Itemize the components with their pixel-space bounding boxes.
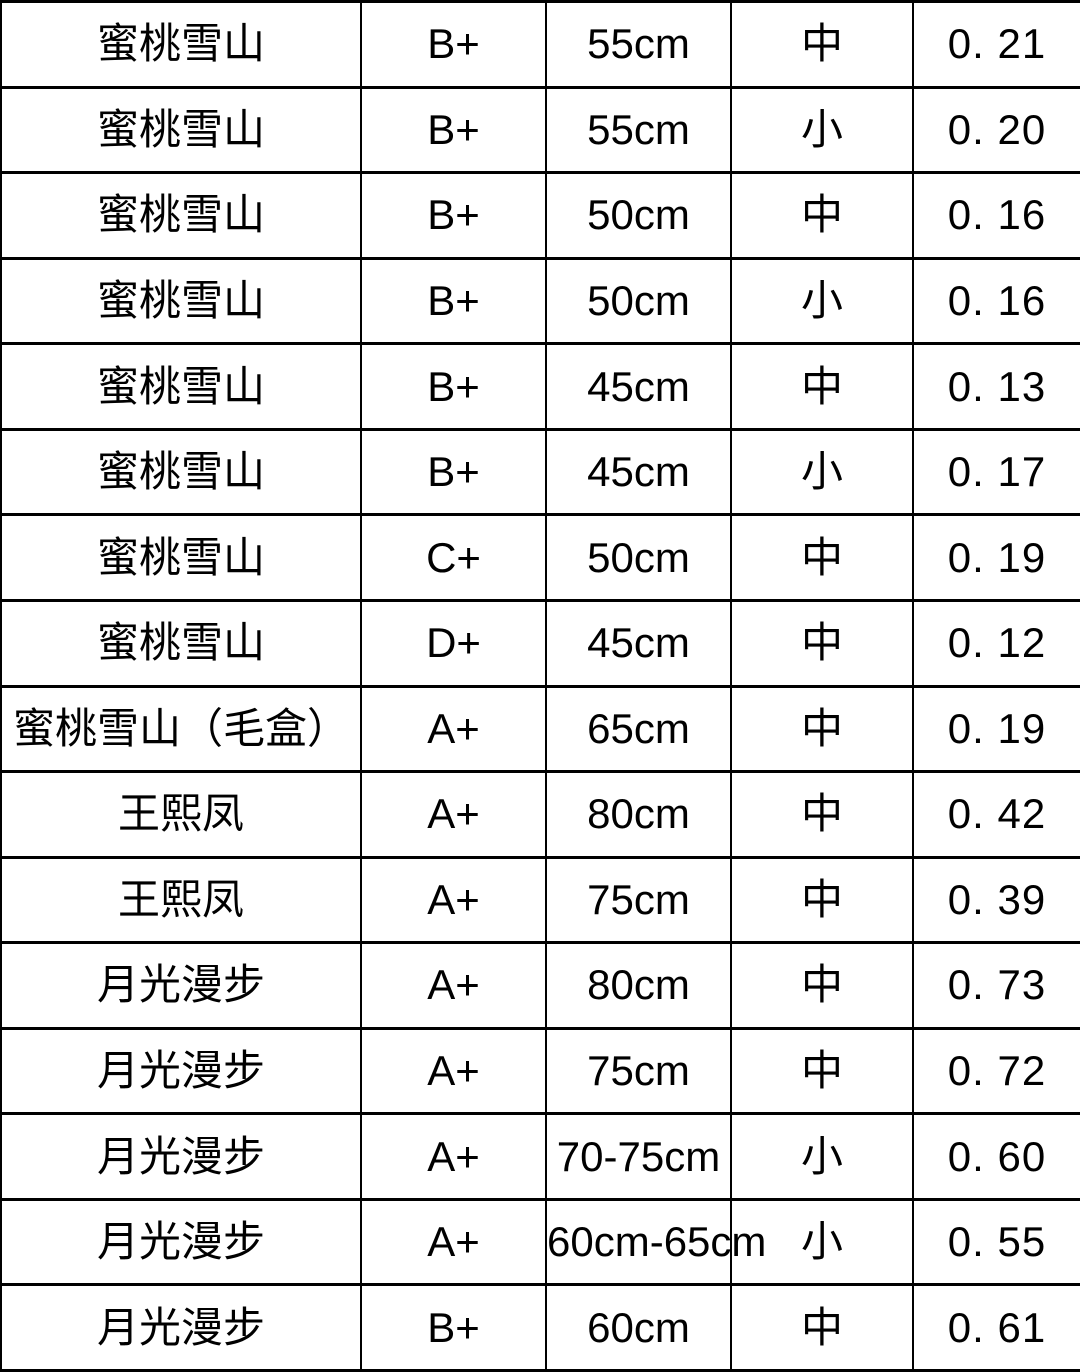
cell-product-name: 王熙凤 [0,855,362,945]
cell-product-name: 蜜桃雪山 [0,0,362,89]
cell-spec-size: 中 [730,855,914,945]
cell-grade: A+ [360,1197,547,1287]
table-row: 蜜桃雪山 B+ 50cm 小 0. 16 [0,256,1080,346]
cell-size: 45cm [545,598,732,688]
table-row: 王熙凤 A+ 80cm 中 0. 42 [0,770,1080,859]
cell-grade: B+ [360,1283,547,1372]
cell-spec-size: 小 [730,85,914,175]
cell-value: 0. 73 [912,941,1080,1030]
cell-size: 50cm [545,171,732,260]
cell-grade: A+ [360,684,547,774]
table-row: 王熙凤 A+ 75cm 中 0. 39 [0,855,1080,945]
cell-value: 0. 42 [912,770,1080,859]
cell-product-name: 王熙凤 [0,770,362,859]
cell-grade: A+ [360,941,547,1030]
cell-product-name: 蜜桃雪山 [0,256,362,346]
cell-value: 0. 60 [912,1112,1080,1201]
cell-product-name: 月光漫步 [0,1112,362,1201]
cell-size: 50cm [545,256,732,346]
cell-spec-size: 小 [730,427,914,517]
cell-grade: B+ [360,256,547,346]
cell-spec-size: 中 [730,598,914,688]
cell-size: 80cm [545,770,732,859]
cell-grade: B+ [360,427,547,517]
cell-product-name: 蜜桃雪山（毛盒） [0,684,362,774]
table-row: 蜜桃雪山 B+ 55cm 中 0. 21 [0,0,1080,89]
cell-spec-size: 中 [730,1283,914,1372]
cell-grade: B+ [360,342,547,431]
cell-spec-size: 中 [730,171,914,260]
cell-value: 0. 55 [912,1197,1080,1287]
cell-value: 0. 39 [912,855,1080,945]
cell-spec-size: 中 [730,1026,914,1116]
cell-size: 75cm [545,855,732,945]
table-row: 月光漫步 A+ 70-75cm 小 0. 60 [0,1112,1080,1201]
cell-size: 80cm [545,941,732,1030]
cell-value: 0. 13 [912,342,1080,431]
cell-size: 45cm [545,427,732,517]
table-row: 蜜桃雪山 D+ 45cm 中 0. 12 [0,598,1080,688]
cell-grade: A+ [360,1112,547,1201]
table-row: 月光漫步 B+ 60cm 中 0. 61 [0,1283,1080,1372]
cell-value: 0. 17 [912,427,1080,517]
cell-product-name: 蜜桃雪山 [0,598,362,688]
cell-grade: B+ [360,85,547,175]
cell-size: 50cm [545,513,732,602]
cell-value: 0. 72 [912,1026,1080,1116]
cell-grade: B+ [360,171,547,260]
cell-grade: A+ [360,770,547,859]
cell-size: 70-75cm [545,1112,732,1201]
cell-grade: B+ [360,0,547,89]
cell-value: 0. 19 [912,684,1080,774]
cell-size: 55cm [545,0,732,89]
cell-size: 60cm [545,1283,732,1372]
table-row: 蜜桃雪山 B+ 45cm 中 0. 13 [0,342,1080,431]
table-row: 蜜桃雪山 B+ 55cm 小 0. 20 [0,85,1080,175]
cell-spec-size: 小 [730,256,914,346]
cell-product-name: 月光漫步 [0,1026,362,1116]
cell-size: 65cm [545,684,732,774]
table-row: 蜜桃雪山 C+ 50cm 中 0. 19 [0,513,1080,602]
cell-spec-size: 小 [730,1112,914,1201]
cell-spec-size: 中 [730,342,914,431]
cell-value: 0. 20 [912,85,1080,175]
cell-spec-size: 中 [730,941,914,1030]
table-row: 月光漫步 A+ 60cm-65cm 小 0. 55 [0,1197,1080,1287]
cell-value: 0. 21 [912,0,1080,89]
cell-value: 0. 16 [912,256,1080,346]
table-row: 蜜桃雪山 B+ 45cm 小 0. 17 [0,427,1080,517]
cell-value: 0. 61 [912,1283,1080,1372]
cell-product-name: 蜜桃雪山 [0,171,362,260]
cell-spec-size: 中 [730,513,914,602]
cell-value: 0. 19 [912,513,1080,602]
table-row: 月光漫步 A+ 75cm 中 0. 72 [0,1026,1080,1116]
cell-grade: C+ [360,513,547,602]
table-row: 蜜桃雪山 B+ 50cm 中 0. 16 [0,171,1080,260]
cell-grade: A+ [360,855,547,945]
cell-spec-size: 中 [730,684,914,774]
cell-spec-size: 小 [730,1197,914,1287]
cell-grade: D+ [360,598,547,688]
cell-spec-size: 中 [730,770,914,859]
cell-size: 75cm [545,1026,732,1116]
cell-product-name: 蜜桃雪山 [0,427,362,517]
cell-spec-size: 中 [730,0,914,89]
cell-product-name: 蜜桃雪山 [0,513,362,602]
cell-size: 55cm [545,85,732,175]
cell-value: 0. 12 [912,598,1080,688]
cell-value: 0. 16 [912,171,1080,260]
table-row: 蜜桃雪山（毛盒） A+ 65cm 中 0. 19 [0,684,1080,774]
table-row: 月光漫步 A+ 80cm 中 0. 73 [0,941,1080,1030]
cell-grade: A+ [360,1026,547,1116]
cell-product-name: 月光漫步 [0,941,362,1030]
cell-product-name: 月光漫步 [0,1197,362,1287]
cell-product-name: 月光漫步 [0,1283,362,1372]
cell-product-name: 蜜桃雪山 [0,85,362,175]
cell-size: 45cm [545,342,732,431]
cell-product-name: 蜜桃雪山 [0,342,362,431]
cell-size: 60cm-65cm [545,1197,766,1287]
